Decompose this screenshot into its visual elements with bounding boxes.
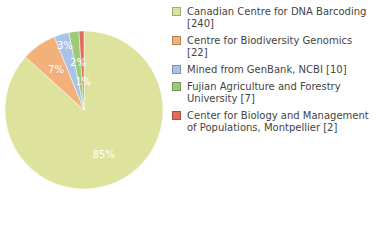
html-text:Centre for Biodiversity Genomi: Centre for Biodiversity Genomics [22] bbox=[187, 35, 353, 58]
html-text:Fujian Agriculture and Forestr: Fujian Agriculture and Forestry Universi… bbox=[187, 81, 341, 104]
svg-text:1%: 1% bbox=[75, 76, 91, 87]
html-text:Canadian Centre for DNA Barcod: Canadian Centre for DNA Barcoding [240] bbox=[187, 6, 367, 29]
svg-text:3%: 3% bbox=[57, 40, 73, 51]
html-text:Center for Biology and Managem: Center for Biology and Management of Pop… bbox=[187, 110, 369, 133]
svg-text:2%: 2% bbox=[70, 57, 86, 68]
svg-text:85%: 85% bbox=[93, 149, 115, 160]
html-text:Mined from GenBank, NCBI [10]: Mined from GenBank, NCBI [10] bbox=[187, 64, 347, 75]
svg-text:7%: 7% bbox=[48, 64, 64, 75]
